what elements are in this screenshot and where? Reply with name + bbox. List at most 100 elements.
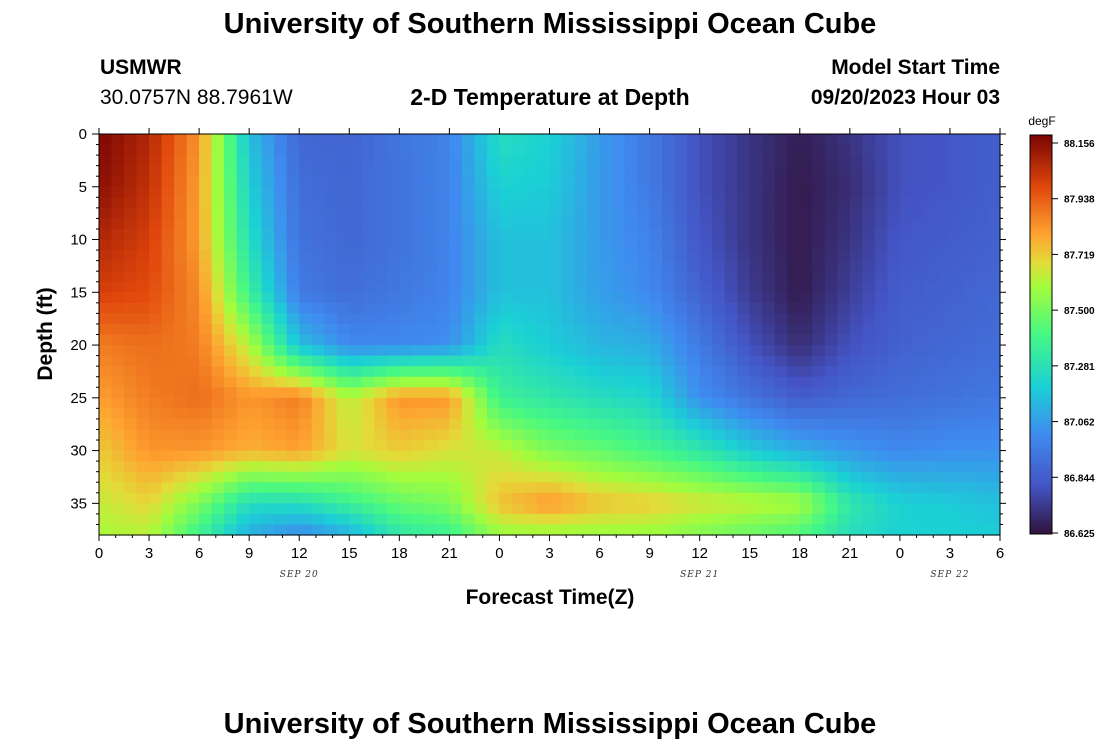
heatmap-cell: [374, 345, 388, 357]
heatmap-cell: [324, 281, 338, 293]
heatmap-cell: [924, 271, 939, 283]
heatmap-cell: [299, 450, 313, 462]
heatmap-cell: [987, 250, 1001, 262]
heatmap-cell: [887, 281, 901, 293]
heatmap-cell: [211, 440, 225, 452]
heatmap-cell: [987, 228, 1001, 241]
heatmap-cell: [549, 197, 563, 209]
heatmap-cell: [99, 260, 113, 272]
heatmap-cell: [962, 313, 976, 325]
heatmap-cell: [149, 186, 163, 198]
heatmap-cell: [899, 313, 913, 325]
heatmap-cell: [161, 218, 175, 230]
heatmap-cell: [949, 250, 964, 262]
heatmap-cell: [849, 408, 863, 420]
heatmap-cell: [536, 260, 551, 272]
heatmap-cell: [812, 313, 826, 325]
heatmap-cell: [549, 228, 563, 241]
heatmap-cell: [286, 302, 300, 314]
heatmap-cell: [99, 440, 113, 452]
heatmap-cell: [374, 250, 388, 262]
heatmap-cell: [674, 461, 688, 473]
heatmap-cell: [587, 281, 601, 293]
heatmap-cell: [712, 492, 726, 504]
heatmap-cell: [449, 440, 463, 452]
heatmap-cell: [662, 524, 676, 536]
heatmap-cell: [987, 176, 1001, 188]
heatmap-cell: [699, 366, 713, 378]
heatmap-cell: [149, 165, 163, 177]
heatmap-cell: [624, 155, 638, 167]
heatmap-cell: [899, 503, 913, 515]
heatmap-cell: [361, 197, 375, 209]
heatmap-cell: [499, 250, 513, 262]
heatmap-cell: [812, 302, 826, 314]
heatmap-cell: [624, 524, 638, 536]
heatmap-cell: [962, 408, 976, 420]
heatmap-cell: [762, 376, 776, 388]
heatmap-cell: [924, 165, 939, 177]
heatmap-cell: [411, 355, 425, 367]
heatmap-cell: [386, 250, 400, 262]
heatmap-cell: [99, 176, 113, 188]
heatmap-cell: [286, 239, 300, 251]
heatmap-cell: [474, 418, 488, 431]
heatmap-cell: [687, 228, 701, 241]
heatmap-cell: [762, 429, 776, 441]
heatmap-cell: [261, 176, 275, 188]
heatmap-cell: [637, 302, 651, 314]
heatmap-cell: [186, 292, 200, 304]
heatmap-cell: [399, 397, 413, 409]
heatmap-cell: [649, 186, 663, 198]
heatmap-cell: [674, 482, 688, 494]
heatmap-cell: [524, 355, 538, 367]
heatmap-cell: [99, 197, 113, 209]
heatmap-cell: [812, 461, 826, 473]
heatmap-cell: [249, 313, 263, 325]
heatmap-cell: [286, 366, 300, 378]
heatmap-cell: [186, 334, 200, 346]
heatmap-cell: [599, 418, 613, 431]
heatmap-cell: [486, 366, 501, 378]
heatmap-cell: [386, 387, 400, 399]
heatmap-cell: [486, 387, 501, 399]
heatmap-cell: [424, 408, 438, 420]
heatmap-cell: [524, 260, 538, 272]
heatmap-cell: [762, 165, 776, 177]
heatmap-cell: [674, 355, 688, 367]
heatmap-cell: [211, 218, 225, 230]
heatmap-cell: [386, 165, 400, 177]
heatmap-cell: [249, 429, 263, 441]
heatmap-cell: [549, 482, 563, 494]
heatmap-cell: [962, 418, 976, 431]
heatmap-cell: [562, 376, 576, 388]
heatmap-cell: [361, 376, 375, 388]
heatmap-cell: [737, 397, 751, 409]
heatmap-cell: [386, 397, 400, 409]
heatmap-cell: [449, 323, 463, 336]
heatmap-cell: [461, 313, 476, 325]
heatmap-cell: [424, 429, 438, 441]
heatmap-cell: [587, 134, 601, 146]
heatmap-cell: [399, 155, 413, 167]
heatmap-cell: [624, 397, 638, 409]
heatmap-cell: [649, 134, 663, 146]
heatmap-cell: [937, 281, 951, 293]
heatmap-cell: [574, 387, 588, 399]
heatmap-cell: [762, 260, 776, 272]
heatmap-cell: [124, 482, 138, 494]
heatmap-cell: [687, 387, 701, 399]
heatmap-cell: [562, 165, 576, 177]
heatmap-cell: [674, 197, 688, 209]
heatmap-cell: [987, 292, 1001, 304]
heatmap-cell: [837, 250, 851, 262]
heatmap-cell: [599, 429, 613, 441]
heatmap-cell: [474, 323, 488, 336]
heatmap-cell: [962, 155, 976, 167]
heatmap-cell: [824, 492, 838, 504]
heatmap-cell: [824, 218, 838, 230]
heatmap-cell: [912, 366, 926, 378]
heatmap-cell: [424, 228, 438, 241]
heatmap-cell: [361, 482, 375, 494]
heatmap-cell: [524, 176, 538, 188]
